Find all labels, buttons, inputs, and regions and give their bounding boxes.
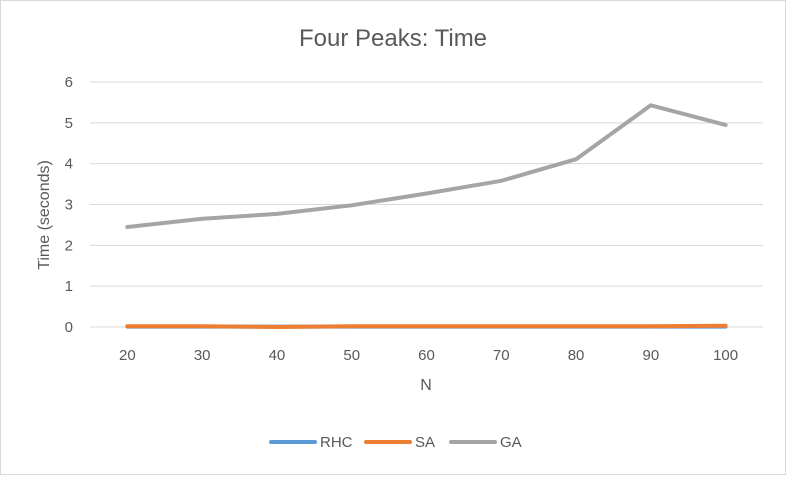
x-tick-label: 60: [418, 347, 435, 364]
gridlines: [90, 81, 763, 328]
x-tick-label: 50: [343, 347, 360, 364]
series-lines: [125, 103, 728, 329]
x-tick-label: 30: [194, 347, 211, 364]
y-tick-label: 1: [65, 278, 73, 295]
legend: RHC SA GA: [269, 434, 522, 451]
x-axis-title: N: [420, 377, 432, 394]
chart-title: Four Peaks: Time: [299, 25, 487, 52]
x-tick-label: 40: [269, 347, 286, 364]
series-line-ga: [125, 103, 728, 229]
y-axis-title: Time (seconds): [36, 160, 53, 270]
x-tick-label: 100: [713, 347, 738, 364]
x-tick-label: 70: [493, 347, 510, 364]
x-tick-label: 20: [119, 347, 136, 364]
y-tick-label: 3: [65, 197, 73, 214]
y-tick-label: 2: [65, 237, 73, 254]
y-axis-ticks: 0 1 2 3 4 5 6: [65, 74, 73, 336]
legend-label-sa: SA: [415, 434, 435, 451]
x-axis-ticks: 20 30 40 50 60 70 80 90 100: [119, 347, 738, 364]
y-tick-label: 6: [65, 74, 73, 91]
y-tick-label: 5: [65, 115, 73, 132]
y-tick-label: 0: [65, 319, 73, 336]
x-tick-label: 80: [568, 347, 585, 364]
series-line-sa: [125, 323, 728, 329]
x-tick-label: 90: [642, 347, 659, 364]
legend-label-ga: GA: [500, 434, 522, 451]
y-tick-label: 4: [65, 156, 73, 173]
legend-label-rhc: RHC: [320, 434, 353, 451]
